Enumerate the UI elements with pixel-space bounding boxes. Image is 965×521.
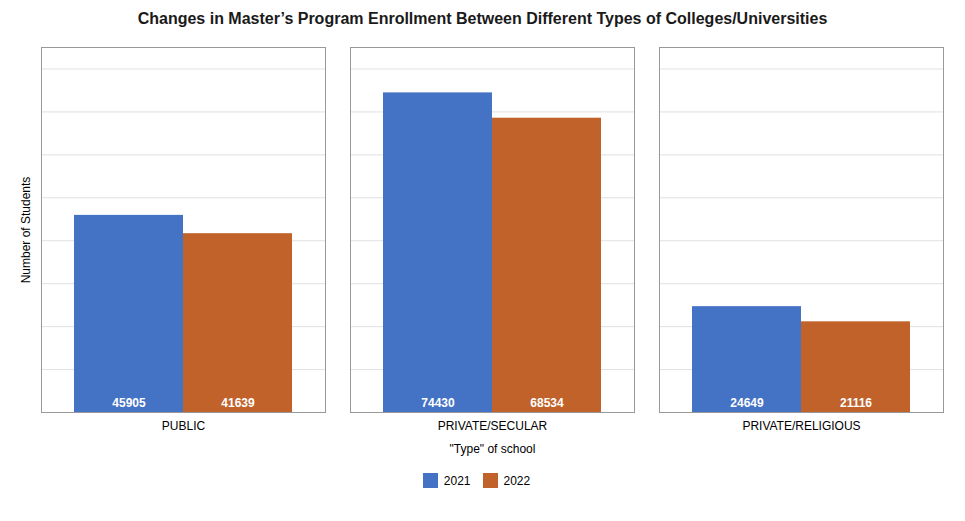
svg-text:24649: 24649 (730, 396, 764, 410)
svg-text:PRIVATE/SECULAR: PRIVATE/SECULAR (438, 419, 548, 433)
svg-text:PUBLIC: PUBLIC (162, 419, 206, 433)
svg-text:21116: 21116 (840, 396, 872, 410)
svg-text:68534: 68534 (530, 396, 564, 410)
html-text:Changes in Master’s Program En: Changes in Master’s Program Enrollment B… (137, 10, 828, 27)
html-text:2022: 2022 (503, 473, 531, 488)
html-text:2021: 2021 (443, 473, 471, 488)
svg-text:74430: 74430 (421, 396, 455, 410)
svg-text:"Type" of school: "Type" of school (450, 442, 536, 456)
svg-text:Number of Students: Number of Students (19, 177, 33, 284)
svg-text:45905: 45905 (112, 396, 146, 410)
svg-text:PRIVATE/RELIGIOUS: PRIVATE/RELIGIOUS (742, 419, 860, 433)
svg-text:41639: 41639 (221, 396, 255, 410)
